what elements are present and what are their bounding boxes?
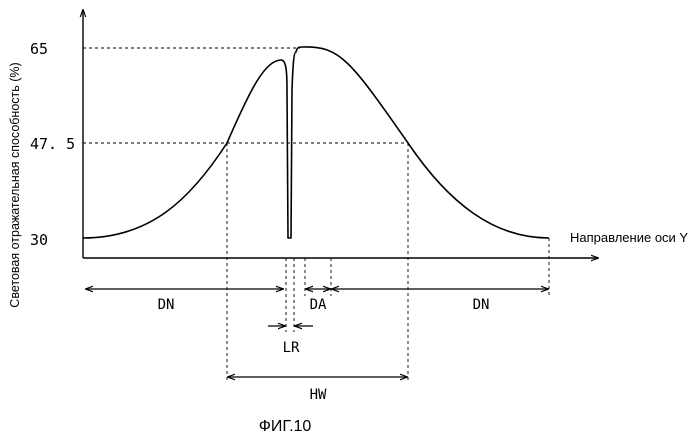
y-tick-label-65: 65 [30,40,48,58]
reflectance-curve [83,47,549,238]
dn-left-label: DN [158,297,175,313]
hw-label: HW [310,387,327,403]
y-axis-title: Световая отражательная способность (%) [8,62,22,307]
y-tick-label-30: 30 [30,231,48,249]
y-tick-label-47-5: 47. 5 [30,135,75,153]
x-axis-title: Направление оси Y [570,230,688,245]
lr-label: LR [283,340,300,356]
da-label: DA [310,297,327,313]
dn-right-label: DN [473,297,490,313]
figure-caption: ФИГ.10 [259,418,312,435]
